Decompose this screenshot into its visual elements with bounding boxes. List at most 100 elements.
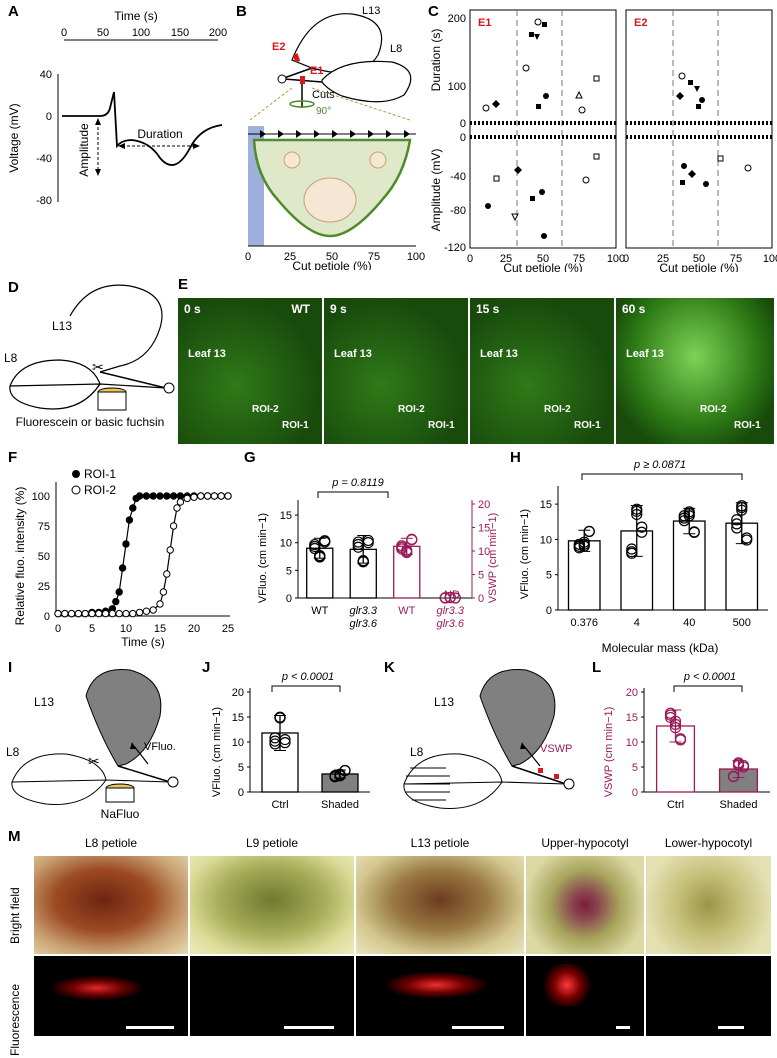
f-legend-marker — [72, 470, 80, 478]
c-amp-tick: -120 — [444, 242, 466, 254]
a-volt-tick: 0 — [46, 111, 52, 123]
b-cut-e2: E2 — [272, 41, 285, 53]
f-data-point — [163, 492, 171, 500]
f-y-title: Relative fluo. intensity (%) — [13, 487, 27, 626]
f-x-title: Time (s) — [121, 635, 165, 649]
x-category-label: Shaded — [321, 799, 359, 811]
m-scale-bar — [284, 1026, 334, 1029]
panel-label-l: L — [592, 659, 601, 676]
e-frame-0s: 0 s WT Leaf 13 ROI-2 ROI-1 — [178, 298, 322, 444]
data-point — [736, 501, 748, 514]
f-data-point — [217, 492, 225, 500]
h-y-title: VFluo. (cm min−1) — [519, 509, 531, 599]
c-amp-tick: -80 — [450, 205, 466, 217]
m-fluor-upper-hypocotyl — [526, 956, 644, 1036]
j-y-title: VFluo. (cm min−1) — [211, 707, 223, 797]
f-data-point — [115, 609, 123, 618]
e-frame-9s: 9 s Leaf 13 ROI-2 ROI-1 — [324, 298, 468, 444]
panel-d: D L13 L8 ✂ Fluorescein or basic fuchsin — [4, 279, 175, 429]
y-tick-label: 15 — [232, 712, 244, 724]
bar — [672, 520, 706, 611]
c-x-tick: 25 — [500, 253, 512, 265]
f-data-point — [115, 588, 123, 596]
y-right-tick-label: 20 — [478, 499, 490, 511]
c-dur-tick: 100 — [448, 81, 466, 93]
f-data-point — [166, 546, 174, 554]
k-leaf-l13 — [479, 669, 556, 767]
c-x-tick: 75 — [573, 253, 585, 265]
f-legend-roi1: ROI-1 — [84, 467, 116, 481]
g-p-value: p = 0.8119 — [331, 477, 383, 489]
b-x-tick: 100 — [407, 251, 425, 263]
f-data-point — [129, 504, 137, 512]
data-point — [314, 549, 326, 562]
f-x-tick: 15 — [154, 623, 166, 635]
panel-f: F Relative fluo. intensity (%) 100 75 50… — [8, 449, 234, 649]
b-leaf-l8-label: L8 — [390, 43, 402, 55]
panel-label-d: D — [8, 279, 19, 296]
x-category-label: 500 — [733, 617, 751, 629]
panel-label-h: H — [510, 449, 521, 466]
x-category-label: glr3.6 — [436, 618, 464, 630]
f-series-line — [58, 495, 228, 615]
c-amplitude-title: Amplitude (mV) — [429, 149, 443, 232]
x-category-label: WT — [311, 605, 328, 617]
f-legend-marker — [71, 485, 81, 495]
panel-j: J p < 0.0001 VFluo. (cm min−1) 20 15 10 5 0 C… — [202, 659, 370, 811]
g-right-title: VSWP (cm min−1) — [487, 513, 499, 604]
f-data-point — [169, 522, 178, 530]
b-x-tick: 0 — [245, 251, 251, 263]
y-tick-label: 10 — [280, 538, 292, 550]
f-data-point — [224, 492, 232, 500]
c-x-tick: 0 — [623, 253, 629, 265]
f-x-tick: 5 — [89, 623, 95, 635]
e-frame-15s: 15 s Leaf 13 ROI-2 ROI-1 — [470, 298, 614, 444]
x-category-label: glr3.3 — [349, 605, 377, 617]
data-point — [664, 707, 677, 719]
d-leaf-l8 — [9, 359, 167, 410]
data-point — [688, 526, 700, 539]
data-point — [731, 522, 743, 534]
f-y-tick: 0 — [44, 611, 50, 623]
f-data-point — [101, 609, 110, 618]
m-scale-bar — [616, 1026, 630, 1029]
i-caption: NaFluo — [101, 807, 140, 821]
y-tick-label: 0 — [546, 605, 552, 617]
y-right-tick-label: 10 — [478, 546, 490, 558]
f-data-point — [142, 607, 151, 615]
y-tick-label: 15 — [626, 712, 638, 724]
c-e2-label: E2 — [634, 17, 647, 29]
data-point — [362, 536, 374, 549]
m-scale-bar — [452, 1026, 504, 1029]
a-volt-tick: 40 — [40, 69, 52, 81]
f-data-point — [135, 608, 144, 617]
y-right-tick-label: 15 — [478, 523, 490, 535]
x-category-label: 0.376 — [570, 617, 598, 629]
data-point — [352, 541, 364, 553]
c-x-tick: 50 — [537, 253, 549, 265]
f-data-point — [149, 492, 157, 500]
m-fluor-l13 — [356, 956, 524, 1036]
panel-e: E 0 s WT Leaf 13 ROI-2 ROI-1 9 s Leaf 13… — [174, 276, 777, 446]
f-x-tick: 25 — [222, 623, 234, 635]
f-x-tick: 0 — [55, 623, 61, 635]
f-x-tick: 20 — [188, 623, 200, 635]
e-roi2-label: ROI-2 — [700, 404, 727, 415]
panel-k: K L13 L8 VSWP — [384, 659, 575, 809]
f-data-point — [197, 492, 205, 500]
y-tick-label: 10 — [540, 534, 552, 546]
data-point — [401, 544, 413, 556]
a-time-tick: 200 — [209, 27, 227, 39]
data-point — [731, 514, 743, 526]
data-point — [678, 510, 690, 522]
panel-b: B E2 E1 L13 L8 Cuts 90° 0 25 50 75 100 C… — [236, 3, 425, 270]
f-data-point — [74, 609, 83, 618]
x-category-label: 40 — [683, 617, 695, 629]
a-time-tick: 50 — [97, 27, 109, 39]
y-right-tick-label: 5 — [478, 570, 484, 582]
y-tick-label: 5 — [632, 762, 638, 774]
f-data-point — [88, 609, 96, 618]
data-point — [269, 732, 281, 744]
x-category-label: 4 — [634, 617, 640, 629]
a-time-tick: 100 — [132, 27, 150, 39]
